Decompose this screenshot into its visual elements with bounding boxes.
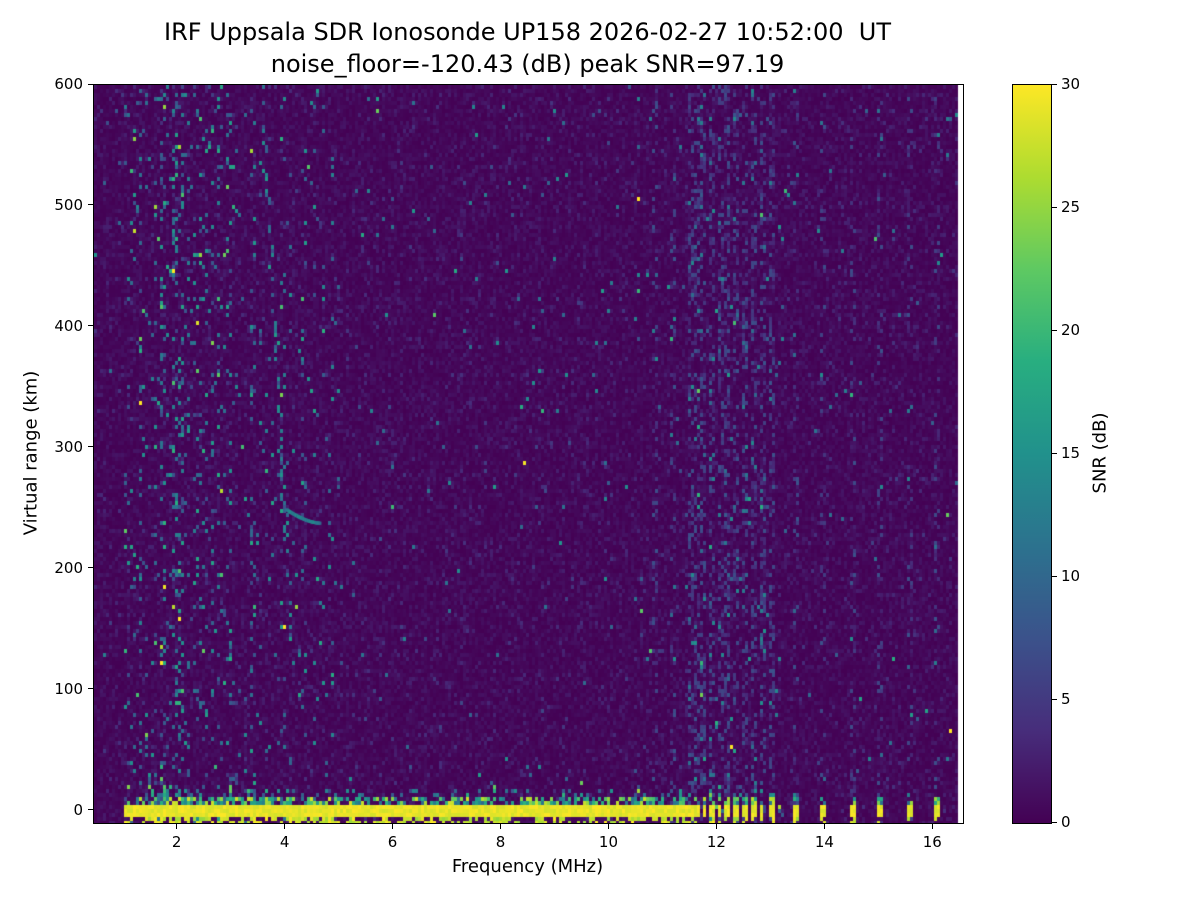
y-tick-mark [88, 688, 93, 690]
y-tick-mark [88, 809, 93, 811]
x-tick-mark [715, 824, 717, 829]
x-tick-label: 14 [814, 833, 834, 851]
chart-title: IRF Uppsala SDR Ionosonde UP158 2026-02-… [164, 18, 891, 46]
x-tick-mark [607, 824, 609, 829]
y-tick-label: 500 [54, 195, 83, 214]
x-tick-mark [284, 824, 286, 829]
x-tick-label: 2 [171, 833, 182, 851]
colorbar-tick-mark [1052, 575, 1057, 577]
x-tick-mark [392, 824, 394, 829]
y-tick-label: 200 [54, 558, 83, 577]
colorbar-tick-mark [1052, 206, 1057, 208]
y-tick-mark [88, 83, 93, 85]
x-tick-label: 12 [706, 833, 726, 851]
colorbar-tick-label: 30 [1061, 75, 1081, 93]
x-tick-mark [176, 824, 178, 829]
title-block: IRF Uppsala SDR Ionosonde UP158 2026-02-… [93, 16, 962, 80]
y-tick-label: 0 [73, 800, 83, 819]
colorbar-tick-label: 15 [1061, 444, 1081, 462]
x-tick-mark [823, 824, 825, 829]
colorbar-label: SNR (dB) [1089, 412, 1111, 494]
y-tick-mark [88, 567, 93, 569]
y-tick-mark [88, 325, 93, 327]
colorbar-tick-mark [1052, 698, 1057, 700]
ionogram-heatmap-canvas [94, 85, 963, 823]
colorbar-tick-label: 20 [1061, 321, 1081, 339]
x-tick-label: 16 [922, 833, 942, 851]
y-axis-label: Virtual range (km) [20, 370, 42, 536]
colorbar-tick-label: 10 [1061, 567, 1081, 585]
x-tick-label: 10 [598, 833, 618, 851]
y-tick-label: 400 [54, 316, 83, 335]
x-tick-label: 8 [495, 833, 506, 851]
colorbar-tick-label: 25 [1061, 198, 1081, 216]
colorbar-tick-mark [1052, 329, 1057, 331]
x-axis-label: Frequency (MHz) [451, 856, 604, 877]
x-tick-label: 4 [279, 833, 290, 851]
x-tick-mark [931, 824, 933, 829]
colorbar-tick-mark [1052, 83, 1057, 85]
y-tick-mark [88, 204, 93, 206]
colorbar-tick-label: 5 [1061, 690, 1071, 708]
colorbar-tick-mark [1052, 452, 1057, 454]
y-tick-label: 300 [54, 437, 83, 456]
colorbar-gradient [1013, 85, 1051, 823]
y-tick-mark [88, 446, 93, 448]
colorbar [1012, 84, 1052, 824]
chart-subtitle: noise_floor=-120.43 (dB) peak SNR=97.19 [270, 50, 785, 78]
colorbar-tick-mark [1052, 821, 1057, 823]
x-tick-mark [500, 824, 501, 829]
y-tick-label: 600 [54, 75, 83, 93]
plot-area [93, 84, 964, 824]
y-tick-label: 100 [54, 679, 83, 698]
x-tick-label: 6 [387, 833, 398, 851]
colorbar-tick-label: 0 [1061, 813, 1071, 831]
